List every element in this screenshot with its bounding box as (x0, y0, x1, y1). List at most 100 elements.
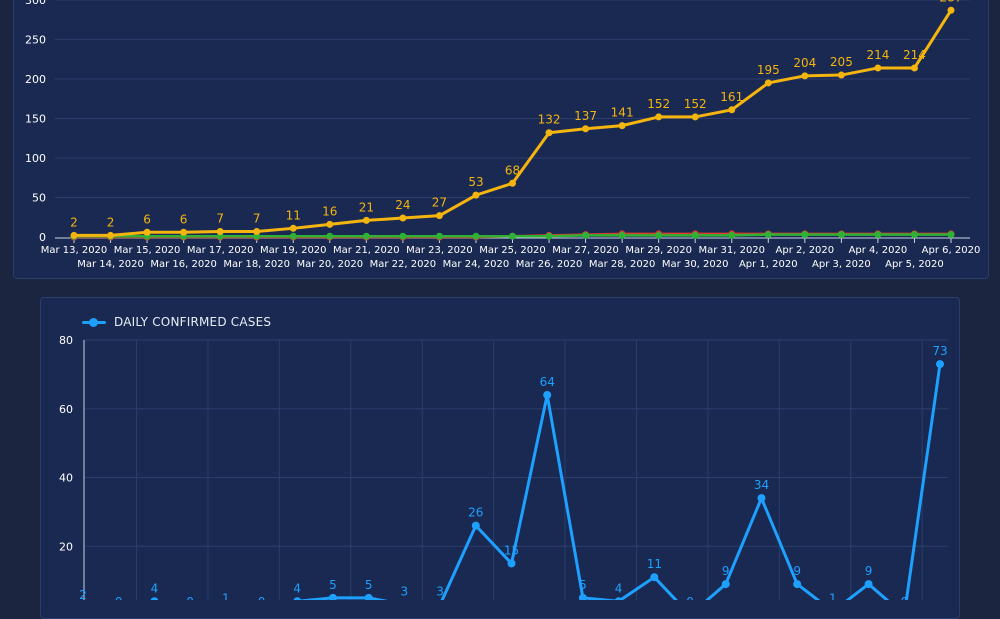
data-point (107, 231, 115, 239)
data-point (435, 232, 443, 240)
data-label: 16 (322, 204, 337, 218)
x-tick-label: Mar 14, 2020 (77, 259, 144, 270)
data-point (757, 494, 766, 503)
data-point (764, 79, 772, 87)
data-point (728, 106, 736, 114)
data-label: 9 (865, 564, 873, 578)
y-tick-label: 250 (25, 34, 46, 47)
data-point (864, 580, 873, 589)
data-point (472, 191, 480, 199)
y-tick-label: 60 (59, 403, 73, 416)
data-point (618, 231, 626, 239)
data-point (471, 521, 480, 530)
data-label: 9 (793, 564, 801, 578)
data-point (691, 231, 699, 239)
data-label: 161 (720, 90, 743, 104)
x-tick-label: Mar 20, 2020 (297, 259, 364, 270)
data-point (253, 227, 261, 235)
daily-chart-panel (40, 297, 960, 619)
data-label: 34 (754, 478, 769, 492)
data-label: 2 (79, 588, 87, 600)
x-tick-label: Mar 28, 2020 (589, 259, 656, 270)
data-point (543, 391, 552, 399)
data-label: 2 (70, 215, 78, 229)
y-tick-label: 50 (32, 192, 46, 205)
data-label: 214 (866, 48, 889, 62)
data-point (362, 232, 370, 240)
data-label: 0 (258, 595, 266, 600)
data-point (947, 6, 955, 14)
x-tick-label: Mar 13, 2020 (41, 245, 108, 256)
data-point (399, 232, 407, 240)
x-tick-label: Apr 3, 2020 (812, 259, 871, 270)
y-tick-label: 20 (59, 540, 73, 553)
data-point (691, 113, 699, 121)
y-tick-label: 150 (25, 113, 46, 126)
dashboard: DAILY CONFIRMED CASES 0 50 100 150 200 250 300… (13, 0, 989, 619)
x-tick-label: Apr 4, 2020 (849, 245, 908, 256)
data-label: 214 (903, 48, 926, 62)
data-point (874, 231, 882, 239)
y-tick-label: 80 (59, 334, 73, 347)
x-tick-label: Mar 21, 2020 (333, 245, 400, 256)
data-point (614, 597, 623, 600)
data-point (507, 559, 516, 568)
data-label: 6 (180, 212, 188, 226)
x-tick-label: Mar 27, 2020 (552, 245, 619, 256)
data-point (837, 71, 845, 79)
data-point (435, 212, 443, 220)
data-label: 4 (293, 581, 301, 595)
data-point (578, 593, 587, 600)
data-point (947, 231, 955, 239)
data-label: 1 (829, 592, 837, 600)
x-tick-label: Mar 25, 2020 (479, 245, 546, 256)
data-point (180, 228, 188, 236)
x-tick-label: Mar 29, 2020 (625, 245, 692, 256)
x-tick-label: Mar 17, 2020 (187, 245, 254, 256)
data-label: 0 (115, 595, 123, 600)
x-tick-label: Apr 1, 2020 (739, 259, 798, 270)
data-label: 24 (395, 198, 410, 212)
x-tick-label: Mar 15, 2020 (114, 245, 181, 256)
data-label: 27 (432, 196, 447, 210)
data-point (801, 231, 809, 239)
data-point (582, 125, 590, 133)
data-point (910, 64, 918, 72)
series-line-0 (74, 9, 953, 237)
data-point (655, 113, 663, 121)
data-point (837, 231, 845, 239)
x-tick-label: Apr 2, 2020 (776, 245, 835, 256)
x-tick-label: Mar 23, 2020 (406, 245, 473, 256)
data-label: 137 (574, 109, 597, 123)
x-tick-label: Mar 26, 2020 (516, 259, 583, 270)
data-label: 204 (793, 56, 816, 70)
x-tick-label: Mar 22, 2020 (370, 259, 437, 270)
data-point (509, 179, 516, 187)
data-label: 2 (107, 215, 115, 229)
x-tick-label: Mar 31, 2020 (698, 245, 765, 256)
data-label: 7 (253, 211, 261, 225)
x-tick-label: Mar 24, 2020 (443, 259, 510, 270)
x-tick-label: Apr 5, 2020 (885, 259, 944, 270)
daily-legend[interactable]: DAILY CONFIRMED CASES (82, 313, 271, 331)
data-label: 11 (286, 208, 301, 222)
y-tick-label: 100 (25, 152, 46, 165)
data-label: 152 (647, 97, 670, 111)
x-tick-label: Mar 18, 2020 (223, 259, 290, 270)
data-point (509, 232, 516, 240)
data-label: 0 (686, 595, 694, 600)
data-point (650, 573, 659, 582)
data-point (545, 232, 553, 240)
data-point (289, 224, 297, 232)
y-tick-label: 300 (25, 0, 46, 7)
data-label: 21 (359, 200, 374, 214)
data-point (289, 232, 297, 240)
data-point (328, 593, 337, 600)
data-label: 7 (216, 211, 224, 225)
data-point (293, 597, 302, 600)
data-label: 5 (579, 578, 587, 592)
x-tick-label: Mar 16, 2020 (150, 259, 217, 270)
data-point (655, 231, 663, 239)
legend-line-icon (82, 316, 106, 328)
